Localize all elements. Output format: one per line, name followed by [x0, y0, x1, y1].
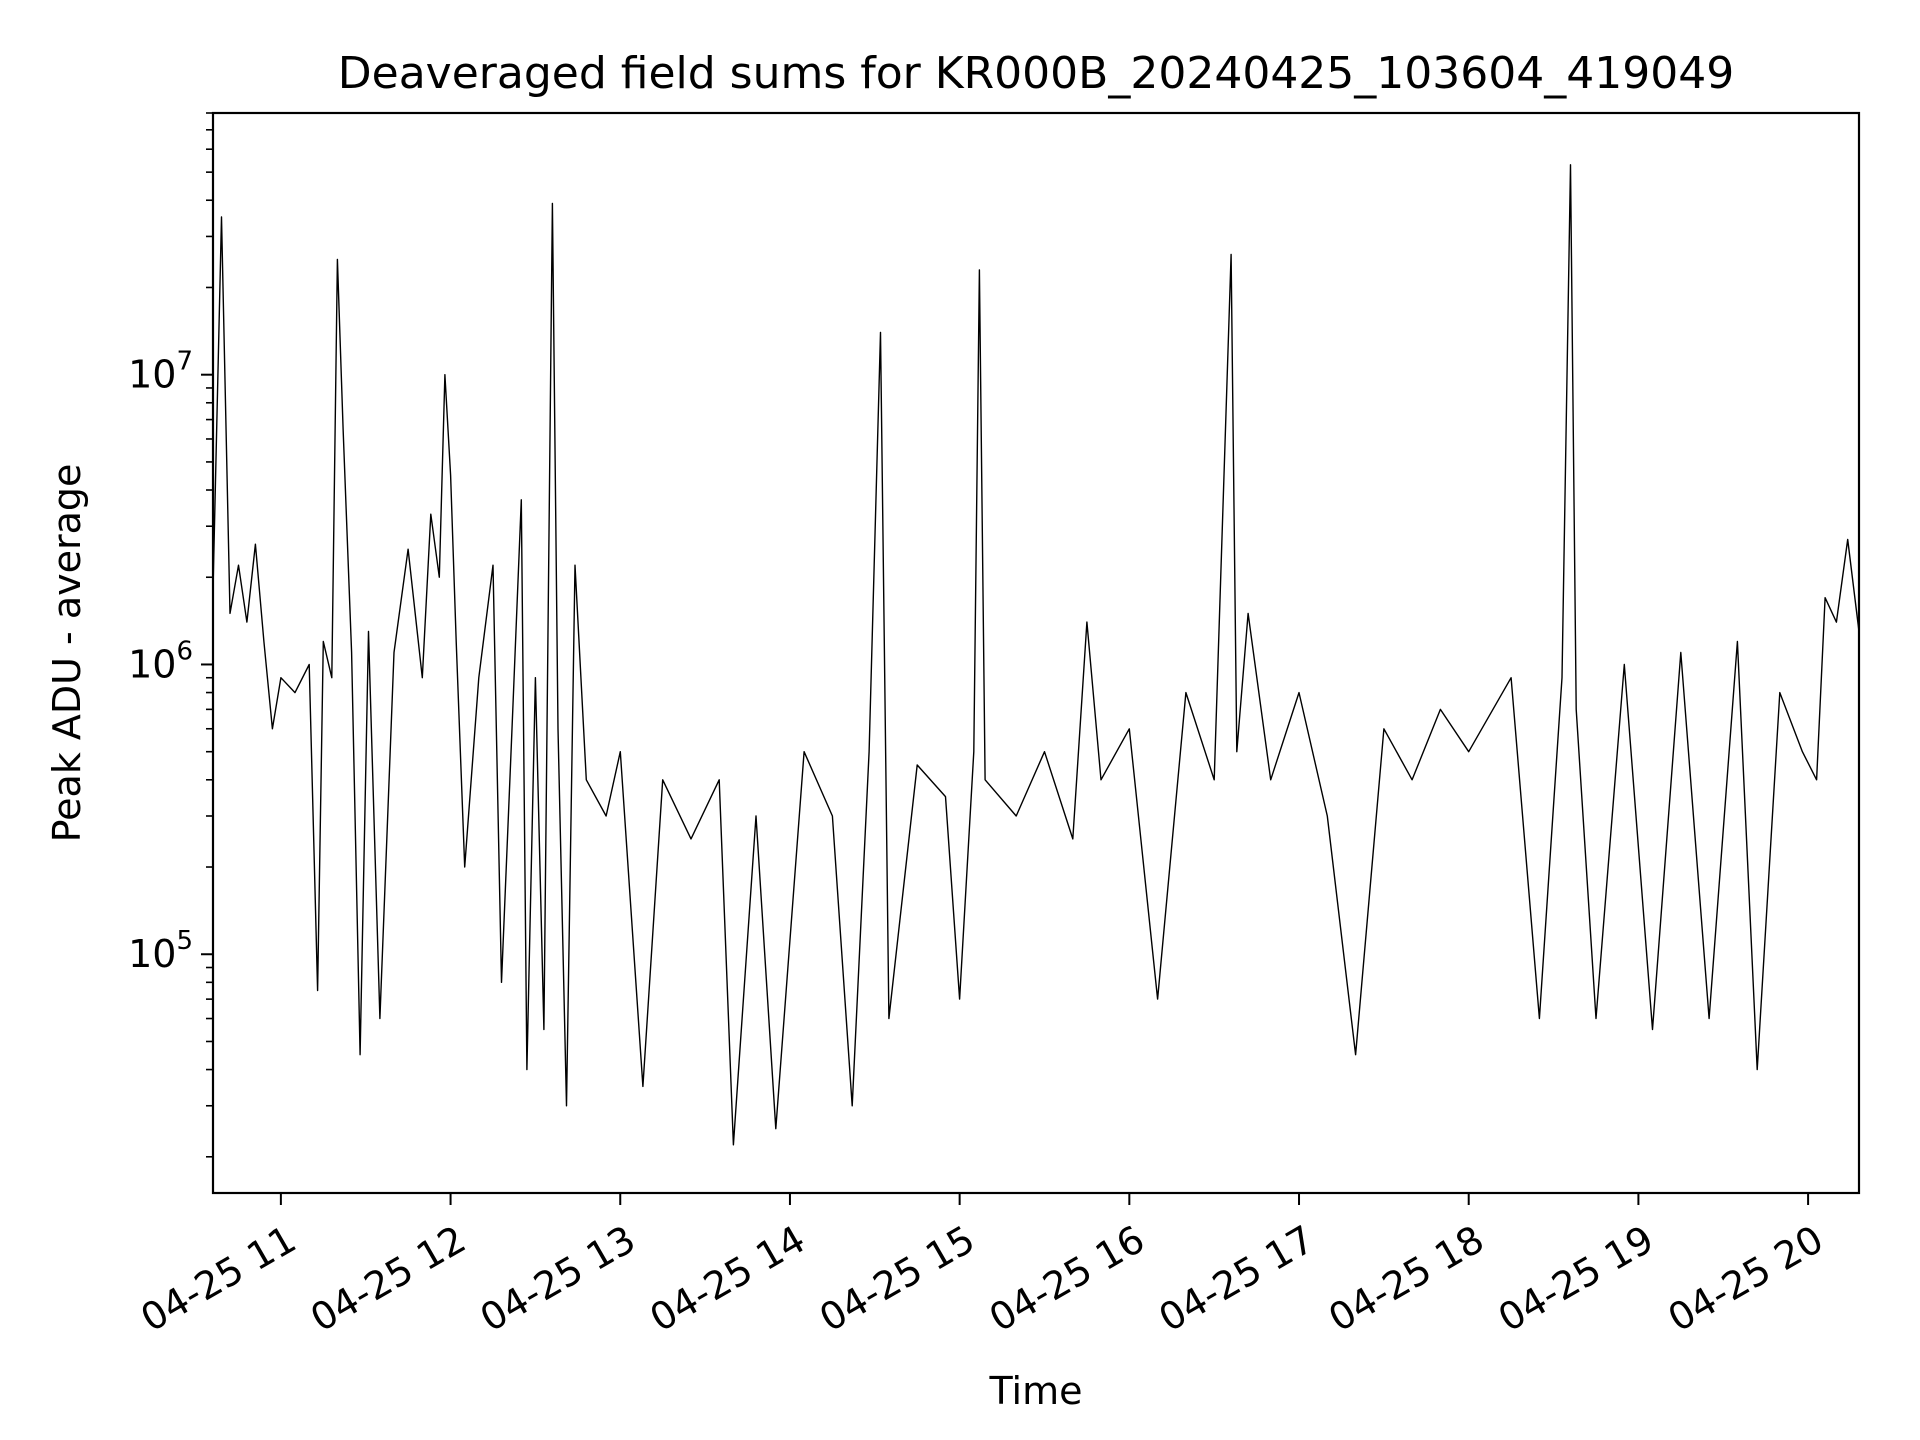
- x-tick-label: 04-25 17: [1152, 1217, 1322, 1341]
- x-tick-label: 04-25 20: [1661, 1217, 1831, 1341]
- series-line: [212, 164, 1860, 1146]
- x-tick-label: 04-25 11: [133, 1217, 303, 1341]
- x-tick-label: 04-25 16: [982, 1217, 1152, 1341]
- x-tick-label: 04-25 19: [1491, 1217, 1661, 1341]
- data-series-group: [212, 164, 1860, 1146]
- x-tick-label: 04-25 13: [473, 1217, 643, 1341]
- y-axis-label: Peak ADU - average: [45, 464, 89, 843]
- chart-title: Deaveraged field sums for KR000B_2024042…: [338, 48, 1734, 99]
- y-tick-label: 106: [128, 636, 193, 686]
- y-axis-ticks: 105 106 107: [128, 112, 213, 1158]
- y-tick-label: 105: [128, 926, 193, 976]
- y-tick-label: 107: [128, 347, 193, 397]
- x-tick-label: 04-25 12: [303, 1217, 473, 1341]
- plot-area: [213, 113, 1859, 1193]
- x-tick-label: 04-25 18: [1321, 1217, 1491, 1341]
- plot-frame: [211, 111, 1861, 1195]
- x-axis-ticks: 04-25 11 04-25 12 04-25 13 04-25 14 04-25 15…: [133, 1193, 1831, 1341]
- x-tick-label: 04-25 15: [812, 1217, 982, 1341]
- plot-background: [213, 113, 1859, 1193]
- x-tick-label: 04-25 14: [642, 1217, 812, 1341]
- x-axis-label: Time: [989, 1369, 1083, 1413]
